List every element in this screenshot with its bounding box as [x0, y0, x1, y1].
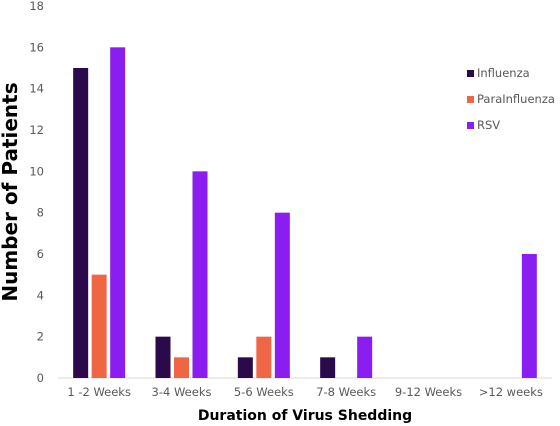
x-axis-ticks: 1 -2 Weeks 3-4 Weeks 5-6 Weeks 7-8 Weeks 9-1…	[67, 385, 543, 399]
legend: Influenza ParaInfluenza RSV	[467, 66, 555, 132]
legend-label-influenza: Influenza	[477, 66, 530, 80]
y-tick-label: 0	[37, 371, 44, 385]
y-tick-label: 14	[29, 82, 44, 96]
legend-swatch-parainfluenza	[467, 96, 474, 103]
y-tick-label: 16	[29, 40, 44, 54]
bar-parainfluenza-1	[174, 357, 189, 378]
bar-rsv-3	[357, 336, 373, 378]
y-tick-label: 4	[37, 288, 44, 302]
x-tick-label: >12 weeks	[479, 385, 543, 399]
legend-label-parainfluenza: ParaInfluenza	[477, 92, 555, 106]
bar-influenza-2	[237, 357, 253, 378]
y-tick-label: 12	[29, 123, 44, 137]
x-tick-label: 5-6 Weeks	[234, 385, 294, 399]
bars	[73, 47, 537, 378]
bar-rsv-2	[274, 212, 290, 378]
y-tick-label: 8	[37, 206, 44, 220]
bar-rsv-1	[192, 171, 208, 378]
x-axis-title: Duration of Virus Shedding	[198, 408, 412, 424]
y-tick-label: 2	[37, 330, 44, 344]
bar-influenza-3	[320, 357, 336, 378]
y-axis-ticks: 0 2 4 6 8 10 12 14 16 18	[29, 0, 44, 385]
legend-swatch-rsv	[467, 122, 474, 129]
bar-influenza-0	[73, 68, 89, 378]
bar-influenza-1	[155, 336, 171, 378]
y-tick-label: 6	[37, 247, 44, 261]
x-tick-label: 7-8 Weeks	[316, 385, 376, 399]
bar-parainfluenza-0	[91, 274, 107, 378]
legend-label-rsv: RSV	[477, 118, 500, 132]
bar-rsv-5	[521, 254, 537, 378]
y-tick-label: 18	[29, 0, 44, 13]
y-tick-label: 10	[29, 164, 44, 178]
y-axis-title: Number of Patients	[0, 82, 22, 301]
bar-rsv-0	[110, 47, 126, 378]
x-tick-label: 9-12 Weeks	[395, 385, 462, 399]
bar-parainfluenza-2	[256, 336, 272, 378]
legend-swatch-influenza	[467, 70, 474, 77]
x-tick-label: 1 -2 Weeks	[67, 385, 131, 399]
x-tick-label: 3-4 Weeks	[152, 385, 212, 399]
